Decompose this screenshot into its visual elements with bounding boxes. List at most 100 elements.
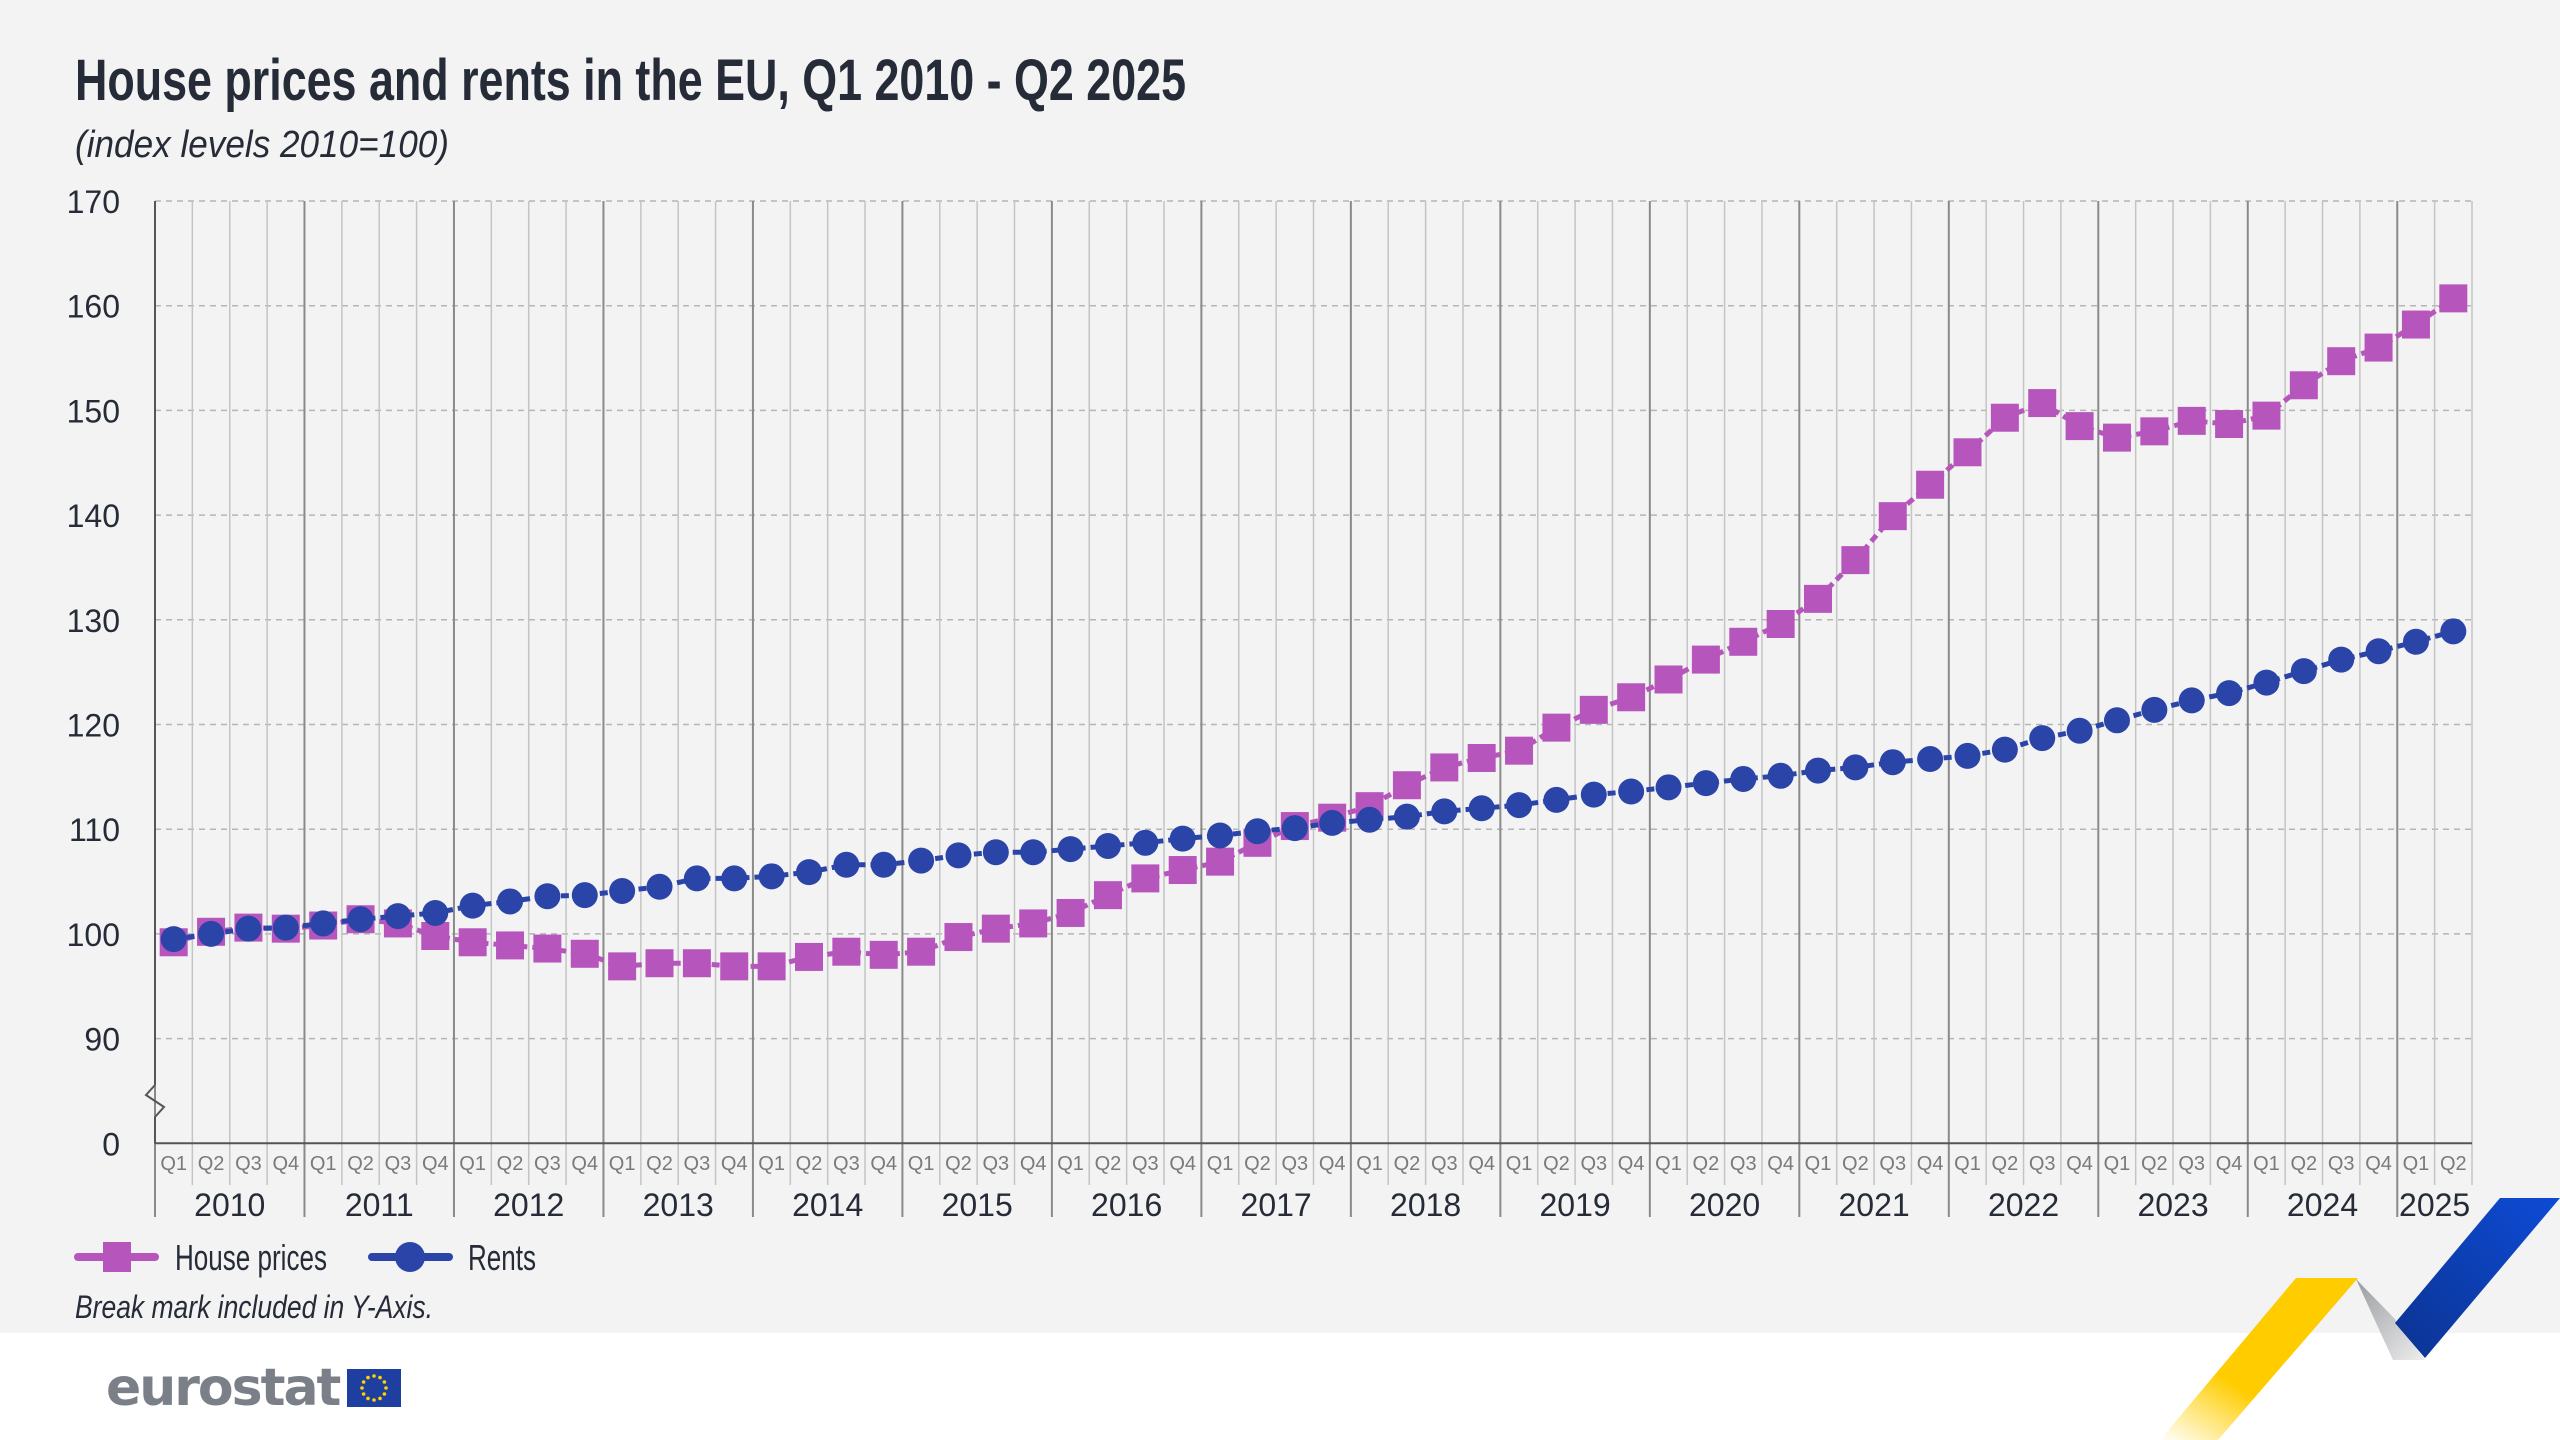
data-point-rents[interactable] <box>2402 628 2429 655</box>
data-point-house-prices[interactable] <box>570 939 599 968</box>
data-point-house-prices[interactable] <box>2215 410 2244 439</box>
data-point-rents[interactable] <box>2103 707 2130 734</box>
data-point-rents[interactable] <box>1692 770 1719 797</box>
data-point-rents[interactable] <box>1207 822 1234 849</box>
legend-item-house-prices[interactable]: House prices <box>74 1237 327 1278</box>
data-point-house-prices[interactable] <box>645 949 674 978</box>
data-point-rents[interactable] <box>1020 839 1047 866</box>
data-point-rents[interactable] <box>1094 832 1121 859</box>
data-point-house-prices[interactable] <box>2439 284 2468 313</box>
data-point-house-prices[interactable] <box>1766 609 1795 638</box>
data-point-rents[interactable] <box>2141 696 2168 723</box>
data-point-house-prices[interactable] <box>1019 909 1048 938</box>
data-point-house-prices[interactable] <box>2327 347 2356 376</box>
data-point-house-prices[interactable] <box>1916 470 1945 499</box>
data-point-rents[interactable] <box>945 842 972 869</box>
data-point-house-prices[interactable] <box>458 928 487 957</box>
data-point-rents[interactable] <box>908 847 935 874</box>
data-point-house-prices[interactable] <box>720 952 749 981</box>
data-point-rents[interactable] <box>160 926 187 953</box>
data-point-rents[interactable] <box>1655 774 1682 801</box>
data-point-rents[interactable] <box>198 920 225 947</box>
data-point-rents[interactable] <box>1954 742 1981 769</box>
data-point-house-prices[interactable] <box>2177 406 2206 435</box>
data-point-house-prices[interactable] <box>2252 401 2281 430</box>
data-point-rents[interactable] <box>384 903 411 930</box>
data-point-house-prices[interactable] <box>1505 736 1534 765</box>
data-point-rents[interactable] <box>721 865 748 892</box>
data-point-house-prices[interactable] <box>1990 403 2019 432</box>
data-point-house-prices[interactable] <box>981 914 1010 943</box>
data-point-rents[interactable] <box>1917 746 1944 773</box>
data-point-house-prices[interactable] <box>1654 665 1683 694</box>
data-point-house-prices[interactable] <box>794 942 823 971</box>
data-point-rents[interactable] <box>2365 638 2392 665</box>
data-point-rents[interactable] <box>1991 736 2018 763</box>
data-point-house-prices[interactable] <box>1392 771 1421 800</box>
data-point-house-prices[interactable] <box>533 934 562 963</box>
data-point-house-prices[interactable] <box>2028 389 2057 418</box>
data-point-rents[interactable] <box>571 882 598 909</box>
data-point-rents[interactable] <box>1319 809 1346 836</box>
data-point-house-prices[interactable] <box>757 952 786 981</box>
data-point-rents[interactable] <box>1244 818 1271 845</box>
data-point-rents[interactable] <box>1431 798 1458 825</box>
data-point-house-prices[interactable] <box>2364 333 2393 362</box>
data-point-rents[interactable] <box>1468 795 1495 822</box>
data-point-house-prices[interactable] <box>2065 412 2094 441</box>
data-point-rents[interactable] <box>2178 687 2205 714</box>
data-point-rents[interactable] <box>2029 725 2056 752</box>
legend-item-rents[interactable]: Rents <box>368 1237 536 1278</box>
data-point-rents[interactable] <box>347 906 374 933</box>
data-point-rents[interactable] <box>1730 765 1757 792</box>
data-point-rents[interactable] <box>534 883 561 910</box>
data-point-house-prices[interactable] <box>1729 627 1758 656</box>
data-point-rents[interactable] <box>1356 806 1383 833</box>
data-point-house-prices[interactable] <box>1168 856 1197 885</box>
data-point-house-prices[interactable] <box>832 937 861 966</box>
data-point-rents[interactable] <box>1618 778 1645 805</box>
data-point-rents[interactable] <box>2440 618 2467 645</box>
data-point-house-prices[interactable] <box>1093 881 1122 910</box>
data-point-house-prices[interactable] <box>682 949 711 978</box>
data-point-house-prices[interactable] <box>944 923 973 952</box>
data-point-house-prices[interactable] <box>1430 753 1459 782</box>
data-point-rents[interactable] <box>982 839 1009 866</box>
data-point-house-prices[interactable] <box>1691 645 1720 674</box>
data-point-rents[interactable] <box>1281 815 1308 842</box>
data-point-house-prices[interactable] <box>2289 371 2318 400</box>
data-point-rents[interactable] <box>1057 836 1084 863</box>
data-point-rents[interactable] <box>2253 669 2280 696</box>
data-point-rents[interactable] <box>497 888 524 915</box>
data-point-rents[interactable] <box>646 873 673 900</box>
data-point-house-prices[interactable] <box>1579 695 1608 724</box>
data-point-rents[interactable] <box>1506 792 1533 819</box>
data-point-rents[interactable] <box>1842 754 1869 781</box>
data-point-house-prices[interactable] <box>1542 713 1571 742</box>
data-point-house-prices[interactable] <box>1953 438 1982 467</box>
data-point-house-prices[interactable] <box>2140 417 2169 446</box>
data-point-house-prices[interactable] <box>1131 864 1160 893</box>
data-point-house-prices[interactable] <box>2102 423 2131 452</box>
data-point-rents[interactable] <box>2290 658 2317 685</box>
data-point-rents[interactable] <box>310 910 337 937</box>
data-point-house-prices[interactable] <box>1804 584 1833 613</box>
data-point-house-prices[interactable] <box>1841 546 1870 575</box>
data-point-rents[interactable] <box>870 851 897 878</box>
data-point-rents[interactable] <box>2328 646 2355 673</box>
data-point-rents[interactable] <box>795 859 822 886</box>
data-point-rents[interactable] <box>683 865 710 892</box>
data-point-rents[interactable] <box>1132 829 1159 856</box>
data-point-house-prices[interactable] <box>608 952 637 981</box>
data-point-house-prices[interactable] <box>1878 502 1907 531</box>
data-point-house-prices[interactable] <box>1617 683 1646 712</box>
data-point-rents[interactable] <box>609 877 636 904</box>
data-point-rents[interactable] <box>1580 781 1607 808</box>
data-point-house-prices[interactable] <box>869 940 898 969</box>
data-point-house-prices[interactable] <box>496 931 525 960</box>
data-point-rents[interactable] <box>422 899 449 926</box>
data-point-house-prices[interactable] <box>907 937 936 966</box>
data-point-rents[interactable] <box>2066 717 2093 744</box>
data-point-rents[interactable] <box>1169 825 1196 852</box>
data-point-rents[interactable] <box>272 914 299 941</box>
